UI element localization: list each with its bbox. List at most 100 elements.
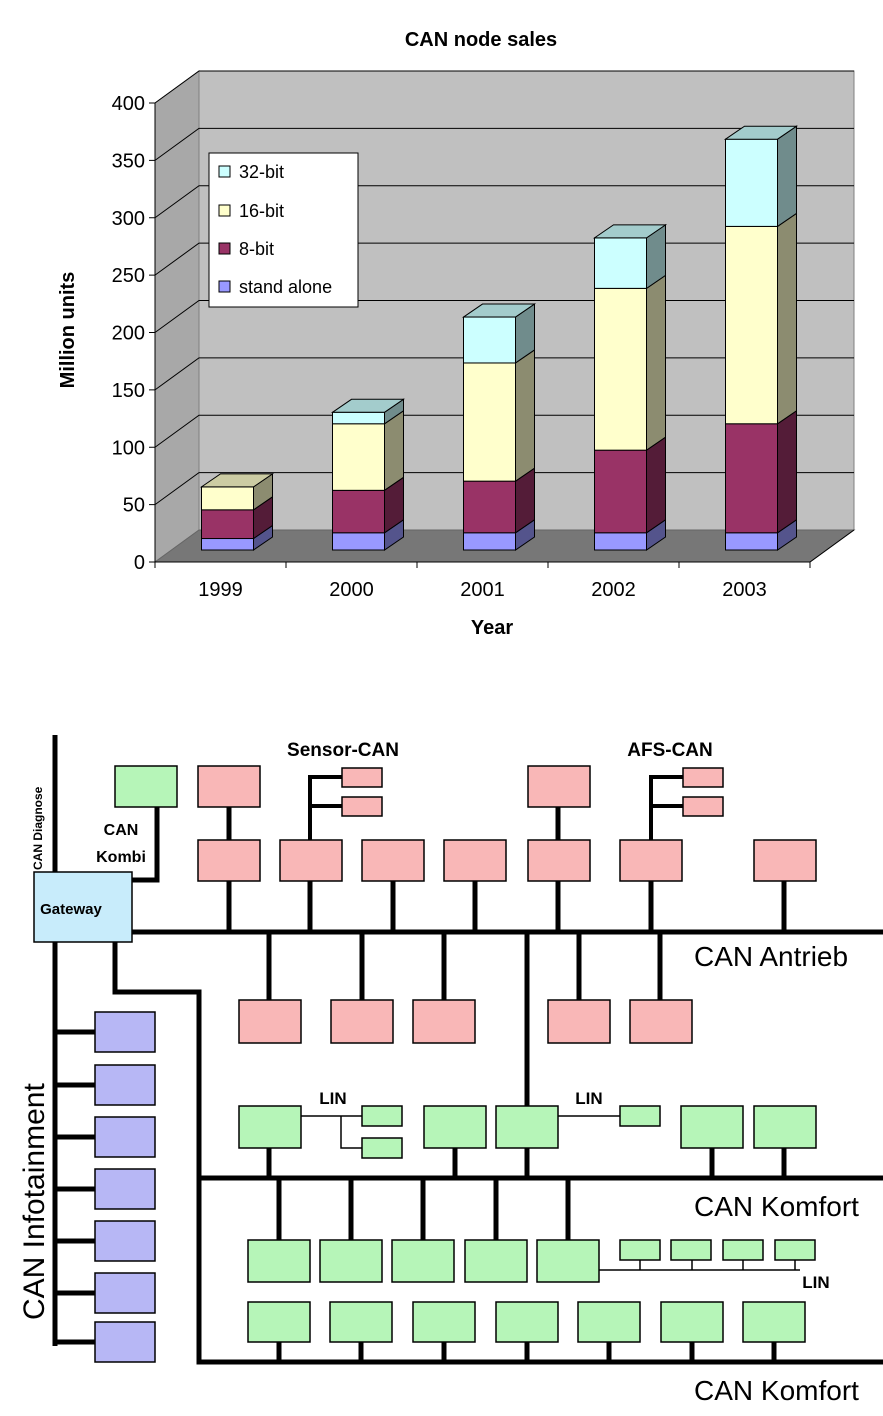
bar-top [330,398,406,413]
bar-top [199,473,275,488]
y-gridline [154,70,854,104]
ecu-node [527,765,591,808]
ecu-node [619,839,683,882]
bar-segment-front [594,532,647,551]
ecu-node [197,839,261,882]
ecu-node [361,839,425,882]
legend-label-16bit: 16-bit [239,201,284,221]
ecu-node [279,839,343,882]
ecu-node [319,1239,383,1283]
ecu-node [443,839,507,882]
ecu-node [330,999,394,1044]
ecu-node [722,1239,764,1261]
legend-label-32bit: 32-bit [239,162,284,182]
ecu-node [94,1272,156,1314]
legend-label-8bit: 8-bit [239,239,274,259]
bar-segment-front [725,532,778,551]
bar-segment-side [646,436,666,534]
ecu-node [495,1105,559,1149]
ecu-node [238,999,302,1044]
ecu-node [238,1105,302,1149]
ecu-node [527,839,591,882]
bar-segment-front [332,532,385,551]
legend-swatch-standalone [218,280,231,293]
chart-bars [199,125,799,551]
y-tick-label: 150 [112,380,145,402]
lin-label-2: LIN [575,1089,602,1108]
antrieb-nodes [197,765,817,1044]
y-tick-label: 200 [112,323,145,345]
kombi-node [114,765,178,808]
bar-segment-side [777,125,797,228]
komfort-nodes [114,765,817,1343]
ecu-node [682,796,724,817]
y-tick-label: 50 [123,495,145,517]
bar-segment-front [594,449,647,534]
ecu-node [753,1105,817,1149]
bus-lines [52,735,883,1365]
y-tick-label: 300 [112,208,145,230]
legend-label-standalone: stand alone [239,277,332,297]
can-kombi-label-1: CAN [104,822,139,839]
bar-segment-front [725,138,778,227]
bar-segment-side [777,409,797,534]
bar-segment-front [332,411,385,425]
bar-segment-side [515,349,535,483]
ecu-node [247,1239,311,1283]
ecu-node [94,1220,156,1262]
legend-swatch-8bit [218,242,231,255]
can-antrieb-label: CAN Antrieb [694,941,848,972]
y-gridline [154,185,854,219]
ecu-node [619,1239,661,1261]
y-tick-label: 400 [112,93,145,115]
y-tick-label: 350 [112,150,145,172]
bar-segment-front [201,486,254,511]
ecu-node [774,1239,816,1261]
gateway-box [33,871,133,943]
x-tick-label: 2001 [460,579,505,601]
ecu-node [619,1105,661,1127]
can-komfort-label-2: CAN Komfort [694,1375,859,1406]
ecu-node [464,1239,528,1283]
lin-label-3: LIN [802,1273,829,1292]
y-gridline [154,127,854,161]
lin-label-1: LIN [319,1089,346,1108]
y-tick-label: 250 [112,265,145,287]
ecu-node [753,839,817,882]
ecu-node [361,1137,403,1159]
ecu-node [412,1301,476,1343]
bar-segment-front [201,538,254,551]
y-tick-label: 100 [112,437,145,459]
chart-title: CAN node sales [405,29,557,51]
ecu-node [495,1301,559,1343]
can-infotainment-label: CAN Infotainment [18,1083,51,1320]
x-tick-label: 2002 [591,579,636,601]
ecu-node [341,796,383,817]
ecu-node [361,1105,403,1127]
can-kombi-label-2: Kombi [96,849,146,866]
ecu-node [742,1301,806,1343]
ecu-node [680,1105,744,1149]
bar-segment-front [332,489,385,534]
can-komfort-label-1: CAN Komfort [694,1191,859,1222]
infotainment-nodes [94,1011,156,1363]
x-tick-label: 1999 [198,579,243,601]
ecu-node [341,767,383,788]
can-network-diagram: Gateway Sensor-CAN AFS-CAN CAN Diagnose … [18,735,883,1406]
sensor-can-label: Sensor-CAN [287,740,399,761]
ecu-node [197,765,261,808]
ecu-node [94,1116,156,1158]
x-tick-label: 2003 [722,579,767,601]
bar-segment-front [725,225,778,425]
ecu-node [547,999,611,1044]
legend-box [208,152,359,308]
bar-top [723,125,799,140]
bar-segment-front [594,287,647,451]
ecu-node [660,1301,724,1343]
x-axis-title: Year [471,617,513,639]
bar-segment-front [725,423,778,534]
legend-swatch-16bit [218,204,231,217]
ecu-node [94,1011,156,1053]
lin-lines [300,1115,800,1271]
chart-axes: 0 50 100 150 200 250 300 350 400 1999 2000 2001 2002… [112,93,855,601]
